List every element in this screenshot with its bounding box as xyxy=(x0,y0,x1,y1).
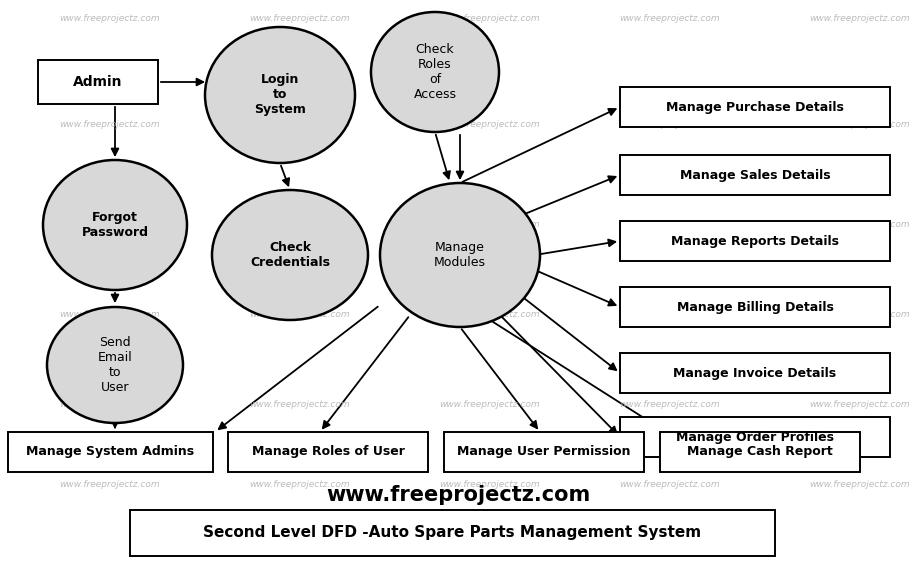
FancyBboxPatch shape xyxy=(620,287,890,327)
Text: Manage Cash Report: Manage Cash Report xyxy=(687,446,833,458)
Ellipse shape xyxy=(43,160,187,290)
Text: Manage Invoice Details: Manage Invoice Details xyxy=(673,366,836,380)
Text: www.freeprojectz.com: www.freeprojectz.com xyxy=(326,485,590,505)
Text: www.freeprojectz.com: www.freeprojectz.com xyxy=(810,220,911,229)
Text: www.freeprojectz.com: www.freeprojectz.com xyxy=(250,480,350,489)
Text: Admin: Admin xyxy=(73,75,123,89)
Text: Manage
Modules: Manage Modules xyxy=(434,241,486,269)
FancyBboxPatch shape xyxy=(620,87,890,127)
Text: www.freeprojectz.com: www.freeprojectz.com xyxy=(250,220,350,229)
Text: www.freeprojectz.com: www.freeprojectz.com xyxy=(60,480,160,489)
FancyBboxPatch shape xyxy=(228,432,428,472)
Text: Check
Credentials: Check Credentials xyxy=(250,241,330,269)
FancyBboxPatch shape xyxy=(660,432,860,472)
Text: www.freeprojectz.com: www.freeprojectz.com xyxy=(620,220,720,229)
Text: Manage Purchase Details: Manage Purchase Details xyxy=(666,100,844,113)
Text: www.freeprojectz.com: www.freeprojectz.com xyxy=(620,480,720,489)
Text: Manage User Permission: Manage User Permission xyxy=(457,446,631,458)
Text: www.freeprojectz.com: www.freeprojectz.com xyxy=(810,14,911,23)
Text: www.freeprojectz.com: www.freeprojectz.com xyxy=(250,400,350,409)
Text: www.freeprojectz.com: www.freeprojectz.com xyxy=(60,120,160,129)
Text: www.freeprojectz.com: www.freeprojectz.com xyxy=(810,310,911,319)
FancyBboxPatch shape xyxy=(620,417,890,457)
FancyBboxPatch shape xyxy=(8,432,213,472)
Ellipse shape xyxy=(371,12,499,132)
Text: www.freeprojectz.com: www.freeprojectz.com xyxy=(440,480,540,489)
Text: Manage Sales Details: Manage Sales Details xyxy=(680,168,830,181)
Ellipse shape xyxy=(380,183,540,327)
Text: www.freeprojectz.com: www.freeprojectz.com xyxy=(60,310,160,319)
Text: www.freeprojectz.com: www.freeprojectz.com xyxy=(440,120,540,129)
Text: Send
Email
to
User: Send Email to User xyxy=(98,336,133,394)
Text: www.freeprojectz.com: www.freeprojectz.com xyxy=(440,310,540,319)
FancyBboxPatch shape xyxy=(130,510,775,556)
FancyBboxPatch shape xyxy=(444,432,644,472)
Text: www.freeprojectz.com: www.freeprojectz.com xyxy=(620,120,720,129)
Ellipse shape xyxy=(205,27,355,163)
Text: www.freeprojectz.com: www.freeprojectz.com xyxy=(60,14,160,23)
Text: Manage Reports Details: Manage Reports Details xyxy=(671,234,839,248)
Text: www.freeprojectz.com: www.freeprojectz.com xyxy=(440,220,540,229)
Text: www.freeprojectz.com: www.freeprojectz.com xyxy=(250,310,350,319)
Text: www.freeprojectz.com: www.freeprojectz.com xyxy=(440,14,540,23)
Text: www.freeprojectz.com: www.freeprojectz.com xyxy=(620,400,720,409)
FancyBboxPatch shape xyxy=(620,155,890,195)
Ellipse shape xyxy=(212,190,368,320)
Text: www.freeprojectz.com: www.freeprojectz.com xyxy=(60,400,160,409)
Text: www.freeprojectz.com: www.freeprojectz.com xyxy=(620,14,720,23)
Text: Check
Roles
of
Access: Check Roles of Access xyxy=(413,43,456,101)
FancyBboxPatch shape xyxy=(38,60,158,104)
Text: Manage System Admins: Manage System Admins xyxy=(27,446,194,458)
Text: www.freeprojectz.com: www.freeprojectz.com xyxy=(440,400,540,409)
Text: www.freeprojectz.com: www.freeprojectz.com xyxy=(810,400,911,409)
Ellipse shape xyxy=(47,307,183,423)
FancyBboxPatch shape xyxy=(620,221,890,261)
Text: www.freeprojectz.com: www.freeprojectz.com xyxy=(810,480,911,489)
Text: Second Level DFD -Auto Spare Parts Management System: Second Level DFD -Auto Spare Parts Manag… xyxy=(203,525,702,541)
Text: www.freeprojectz.com: www.freeprojectz.com xyxy=(620,310,720,319)
Text: www.freeprojectz.com: www.freeprojectz.com xyxy=(60,220,160,229)
Text: Login
to
System: Login to System xyxy=(254,73,306,116)
Text: Manage Billing Details: Manage Billing Details xyxy=(677,301,834,313)
Text: www.freeprojectz.com: www.freeprojectz.com xyxy=(250,120,350,129)
Text: www.freeprojectz.com: www.freeprojectz.com xyxy=(250,14,350,23)
Text: Manage Roles of User: Manage Roles of User xyxy=(252,446,405,458)
FancyBboxPatch shape xyxy=(620,353,890,393)
Text: Forgot
Password: Forgot Password xyxy=(82,211,148,239)
Text: www.freeprojectz.com: www.freeprojectz.com xyxy=(810,120,911,129)
Text: Manage Order Profiles: Manage Order Profiles xyxy=(676,430,834,444)
